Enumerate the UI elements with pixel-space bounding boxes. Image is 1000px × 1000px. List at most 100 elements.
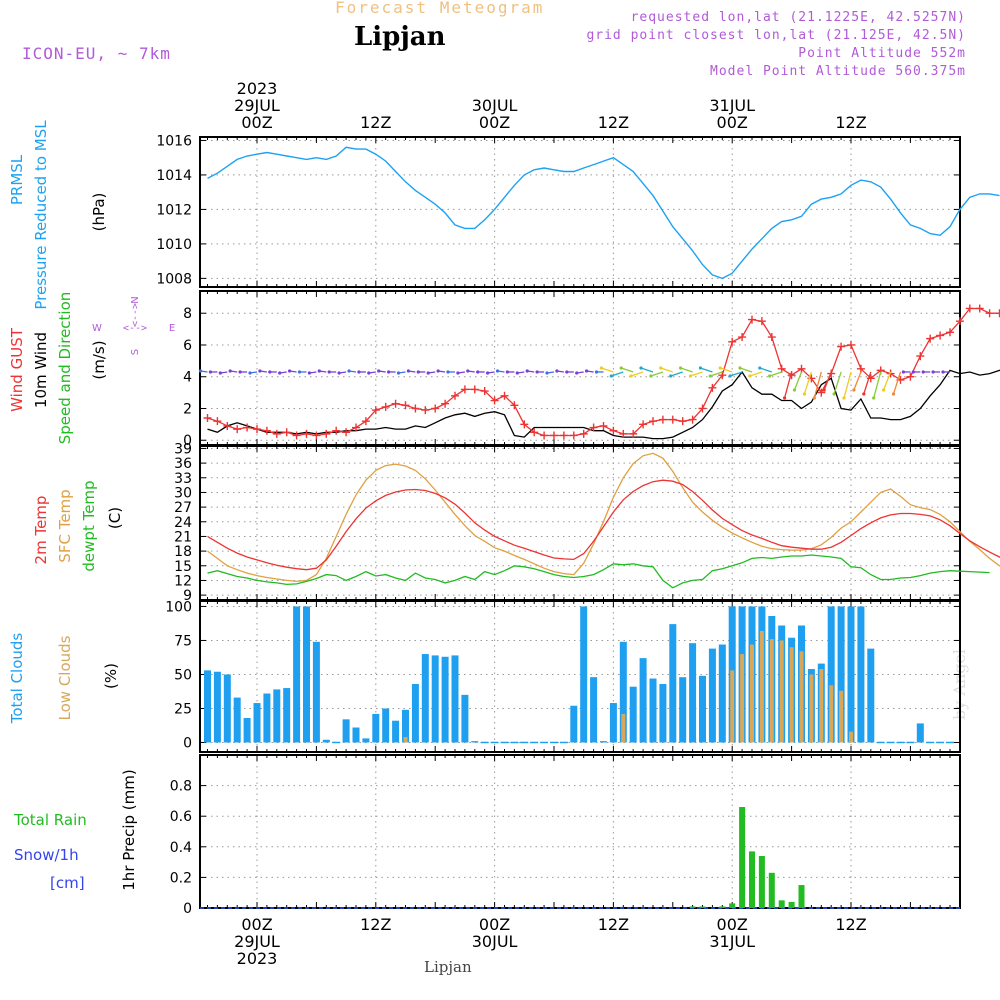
wind-direction-arrow-head xyxy=(708,374,712,378)
wind-direction-arrow-head xyxy=(545,371,549,375)
wind-direction-arrow-head xyxy=(476,370,480,374)
wind-direction-arrow-head xyxy=(406,369,410,373)
total-cloud-bar xyxy=(233,697,241,743)
rain-bar xyxy=(778,900,785,908)
total-cloud-bar xyxy=(303,606,310,743)
y-tick-label: 50 xyxy=(174,667,192,683)
pressure-label-prmsl: PRMSL xyxy=(8,154,26,205)
wind-direction-arrow-head xyxy=(941,370,945,374)
wind-gust-marker xyxy=(530,428,539,437)
wind-direction-arrow-head xyxy=(535,370,539,374)
wind-direction-arrow-head xyxy=(783,396,787,400)
wind-direction-arrow-head xyxy=(718,366,722,370)
low-cloud-bar xyxy=(839,690,844,743)
total-cloud-bar xyxy=(273,689,281,743)
compass-east-label: E xyxy=(169,323,175,334)
wind-gust-marker xyxy=(520,420,529,429)
wind-gust-marker xyxy=(401,401,410,410)
sfc-temp-line xyxy=(207,452,1000,583)
wind-gust-marker xyxy=(223,421,232,430)
y-tick-label: 1008 xyxy=(156,271,192,287)
wind-gust-marker xyxy=(411,404,420,413)
wind-direction-arrow-head xyxy=(698,366,703,370)
total-cloud-bar xyxy=(916,723,924,743)
total-cloud-bar xyxy=(659,683,667,743)
wind-direction-arrow-head xyxy=(495,369,500,373)
temp-2m-label: 2m Temp xyxy=(32,496,50,565)
compass-south-label: S xyxy=(130,349,141,355)
total-cloud-bar xyxy=(718,644,726,743)
wind-gust-marker xyxy=(847,340,855,349)
y-tick-label: 33 xyxy=(174,471,192,487)
y-tick-label: 0 xyxy=(183,901,192,917)
rain-bar xyxy=(749,851,755,908)
wind-direction-arrow-head xyxy=(228,369,232,373)
low-cloud-bar xyxy=(799,651,804,743)
wind-direction-arrow-head xyxy=(218,371,222,375)
wind-gust-marker xyxy=(698,404,707,413)
wind-direction-arrow-head xyxy=(609,374,613,378)
time-label-bottom: 29JUL xyxy=(234,932,280,951)
wind-direction-arrow-head xyxy=(921,370,925,374)
wind-direction-arrow xyxy=(823,371,832,391)
wind-direction-arrow-head xyxy=(832,392,836,396)
wind-gust-marker xyxy=(975,304,984,313)
wind-gust-marker xyxy=(817,388,826,397)
wind-direction-arrow-head xyxy=(198,369,203,373)
wind-direction-arrow-head xyxy=(802,392,807,396)
panel-frame xyxy=(199,290,961,446)
rain-bar xyxy=(719,906,726,908)
time-label-top: 29JUL xyxy=(234,96,280,115)
wind-direction-arrow xyxy=(611,371,624,377)
clouds-unit-label: (%) xyxy=(102,663,120,689)
point-altitude: Point Altitude 552m xyxy=(798,46,966,61)
wind-direction-arrow-head xyxy=(238,370,242,374)
pressure-label-unit: (hPa) xyxy=(90,193,108,232)
low-clouds-label: Low Clouds xyxy=(56,635,74,720)
location-title: Lipjan xyxy=(354,22,446,52)
y-tick-label: 0 xyxy=(183,433,192,449)
time-label-top: 00Z xyxy=(241,113,272,132)
wind-direction-arrow xyxy=(813,371,822,399)
wind-direction-arrow xyxy=(660,367,674,373)
wind-gust-marker xyxy=(559,431,568,440)
time-label-bottom: 00Z xyxy=(479,915,510,934)
low-cloud-bar xyxy=(779,640,784,743)
wind-gust-marker xyxy=(292,431,301,440)
wind-gust-marker xyxy=(767,333,776,342)
wind-direction-arrow-head xyxy=(367,371,371,375)
wind-direction-arrow-head xyxy=(872,396,876,400)
total-cloud-bar xyxy=(253,703,261,743)
wind-speed-line xyxy=(207,369,1000,440)
rain-bar xyxy=(798,885,805,908)
wind-gust-marker xyxy=(936,331,945,340)
rain-bar xyxy=(768,872,775,908)
total-cloud-bar xyxy=(441,656,449,743)
y-tick-label: 2 xyxy=(183,401,192,417)
total-cloud-bar xyxy=(213,671,221,743)
sfc-temp-label: SFC Temp xyxy=(56,489,74,562)
wind-direction-arrow-head xyxy=(248,371,252,375)
wind-10m-label: 10m Wind xyxy=(32,332,50,408)
wind-direction-arrow-head xyxy=(748,374,752,378)
time-label-bottom: 12Z xyxy=(598,915,629,934)
y-tick-label: 1010 xyxy=(156,237,192,253)
total-cloud-bar xyxy=(867,648,875,743)
compass-vertical-arrow: <--> xyxy=(130,303,141,327)
total-cloud-bar xyxy=(293,606,301,743)
wind-direction-arrow-head xyxy=(456,371,460,375)
wind-gust-marker xyxy=(282,428,291,437)
snow-unit-label: [cm] xyxy=(50,874,85,892)
y-tick-label: 18 xyxy=(174,544,192,560)
total-cloud-bar xyxy=(669,624,677,743)
wind-direction-arrow xyxy=(769,371,782,377)
wind-direction-arrow xyxy=(710,371,723,377)
time-label-top: 12Z xyxy=(598,113,629,132)
low-cloud-bar xyxy=(730,670,735,743)
wind-direction-arrow xyxy=(759,367,773,373)
wind-gust-marker xyxy=(302,429,311,438)
y-tick-label: 75 xyxy=(174,633,192,649)
wind-direction-arrow-head xyxy=(208,370,212,374)
wind-gust-marker xyxy=(203,414,212,423)
y-tick-label: 0.4 xyxy=(170,840,192,856)
